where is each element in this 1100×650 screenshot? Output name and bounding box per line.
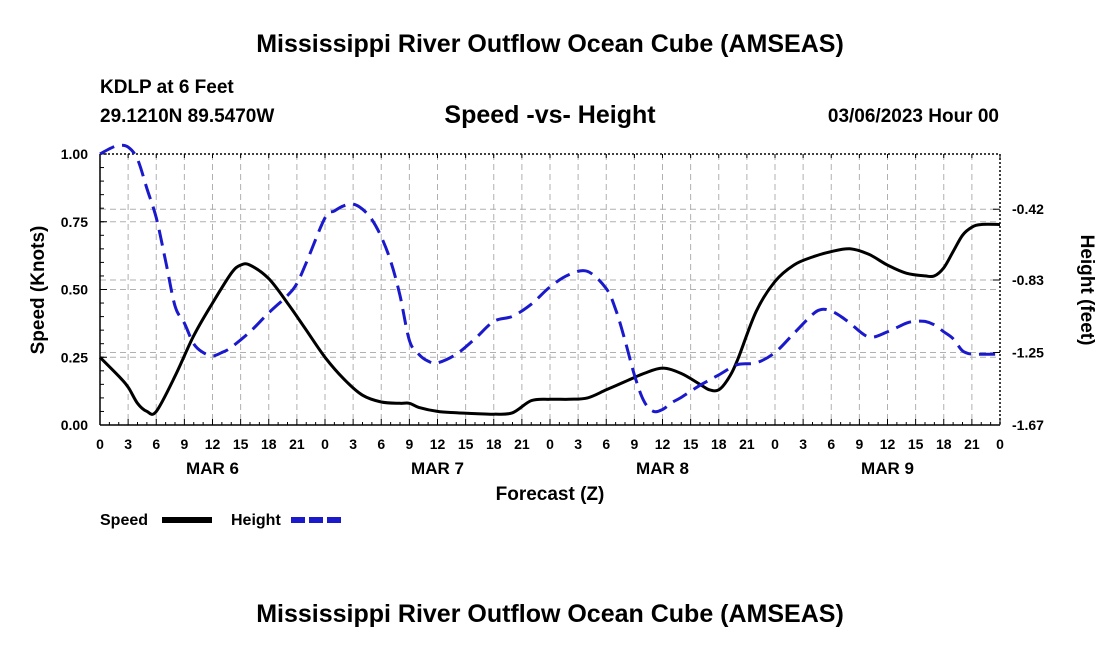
y2-tick-label: -0.42: [1012, 201, 1044, 217]
x-tick-label: 3: [799, 436, 807, 452]
x-tick-label: 0: [771, 436, 779, 452]
legend-label-speed: Speed: [100, 512, 148, 529]
grid-layer: [100, 154, 1000, 425]
y-tick-label: 1.00: [61, 146, 88, 162]
x-tick-label: 6: [152, 436, 160, 452]
y2-tick-label: -1.67: [1012, 417, 1044, 433]
series-layer: [98, 143, 1001, 416]
x-tick-label: 9: [180, 436, 188, 452]
x-tick-label: 21: [514, 436, 530, 452]
x-tick-label: 3: [574, 436, 582, 452]
x-tick-label: 9: [405, 436, 413, 452]
x-tick-label: 3: [124, 436, 132, 452]
y2-axis-title: Height (feet): [1076, 235, 1097, 346]
x-tick-label: 15: [683, 436, 699, 452]
day-label: MAR 8: [636, 459, 689, 478]
y2-tick-label: -0.83: [1012, 272, 1044, 288]
x-tick-label: 12: [655, 436, 671, 452]
legend-label-height: Height: [231, 512, 281, 529]
y-tick-label: 0.75: [61, 214, 88, 230]
x-tick-label: 6: [602, 436, 610, 452]
x-tick-label: 12: [430, 436, 446, 452]
x-tick-label: 18: [486, 436, 502, 452]
x-tick-label: 6: [827, 436, 835, 452]
x-tick-label: 9: [855, 436, 863, 452]
labels-layer: 0 3 6 9 12 15 18 21 0 3 6 9 12 15 18 21 0 3 6 9 12 15 18 21 0 3 6 9…: [28, 146, 1097, 505]
day-label: MAR 7: [411, 459, 464, 478]
chart-subtitle: Speed -vs- Height: [444, 101, 656, 129]
legend: Speed Height: [100, 512, 343, 529]
x-tick-label: 21: [289, 436, 305, 452]
x-tick-label: 12: [880, 436, 896, 452]
forecast-datetime: 03/06/2023 Hour 00: [827, 106, 999, 127]
x-tick-label: 0: [996, 436, 1004, 452]
main-title: Mississippi River Outflow Ocean Cube (AM…: [256, 30, 844, 58]
x-tick-label: 15: [233, 436, 249, 452]
station-label: KDLP at 6 Feet: [100, 77, 234, 98]
station-coordinates: 29.1210N 89.5470W: [100, 106, 275, 127]
axes-layer: [99, 153, 1001, 426]
day-label: MAR 9: [861, 459, 914, 478]
x-tick-label: 0: [96, 436, 104, 452]
y-tick-label: 0.00: [61, 417, 88, 433]
bottom-title: Mississippi River Outflow Ocean Cube (AM…: [256, 600, 844, 628]
x-tick-label: 3: [349, 436, 357, 452]
x-tick-label: 21: [739, 436, 755, 452]
x-tick-label: 0: [321, 436, 329, 452]
x-tick-label: 6: [377, 436, 385, 452]
y-axis-title: Speed (Knots): [28, 226, 49, 355]
x-tick-label: 0: [546, 436, 554, 452]
y-tick-label: 0.50: [61, 282, 88, 298]
day-label: MAR 6: [186, 459, 239, 478]
x-tick-label: 12: [205, 436, 221, 452]
x-tick-label: 15: [458, 436, 474, 452]
x-tick-label: 15: [908, 436, 924, 452]
x-axis-title: Forecast (Z): [496, 484, 605, 505]
x-tick-label: 18: [936, 436, 952, 452]
x-tick-label: 21: [964, 436, 980, 452]
series-line-speed: [98, 222, 1001, 416]
x-tick-label: 18: [711, 436, 727, 452]
x-tick-label: 9: [630, 436, 638, 452]
y-tick-label: 0.25: [61, 349, 88, 365]
y2-tick-label: -1.25: [1012, 345, 1044, 361]
x-tick-label: 18: [261, 436, 277, 452]
